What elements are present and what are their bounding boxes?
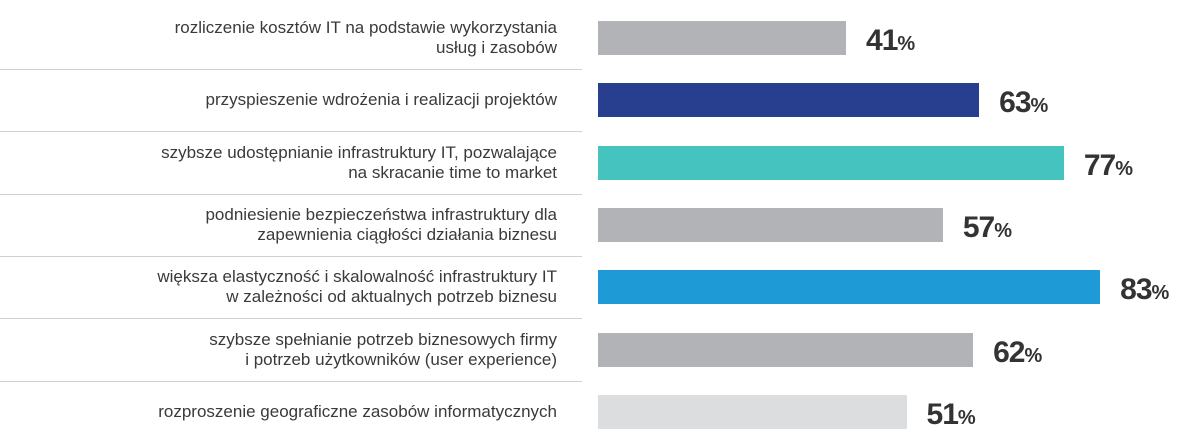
bar	[598, 332, 974, 367]
bar	[598, 394, 907, 429]
separator	[0, 131, 582, 133]
value-label: 57%	[962, 210, 1013, 244]
value-label: 41%	[866, 24, 916, 57]
value-label: 83%	[1120, 273, 1170, 307]
value-label: 63%	[999, 86, 1049, 120]
bar	[598, 83, 980, 118]
category-label: rozproszenie geograficzne zasobów inform…	[158, 401, 557, 421]
bar	[598, 207, 943, 242]
value-label: 51%	[926, 397, 976, 431]
bar	[598, 145, 1064, 180]
category-label: szybsze spełnianie potrzeb biznesowych f…	[209, 329, 557, 369]
bar	[598, 270, 1101, 305]
category-label: szybsze udostępnianie infrastruktury IT,…	[161, 142, 557, 182]
category-label: podniesienie bezpieczeństwa infrastruktu…	[205, 204, 557, 244]
separator	[0, 256, 582, 258]
category-label: rozliczenie kosztów IT na podstawie wyko…	[174, 18, 557, 57]
bar	[598, 21, 847, 55]
separator	[0, 69, 582, 71]
value-label: 62%	[993, 335, 1043, 369]
value-label: 77%	[1083, 148, 1134, 182]
category-label: przyspieszenie wdrożenia i realizacji pr…	[205, 90, 558, 110]
separator	[0, 193, 582, 195]
category-label: większa elastyczność i skalowalność infr…	[157, 267, 557, 307]
separator	[0, 380, 582, 382]
separator	[0, 318, 582, 320]
